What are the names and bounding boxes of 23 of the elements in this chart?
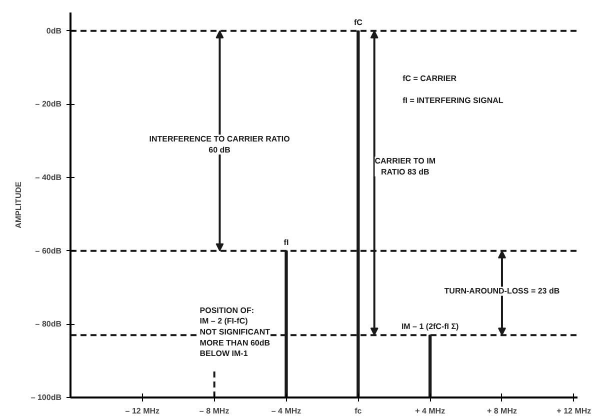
x-tick-label: – 12 MHz: [125, 406, 160, 416]
y-tick-label: 0dB: [46, 26, 62, 36]
y-axis-title: AMPLITUDE: [14, 181, 23, 228]
annotation: fC = CARRIER: [402, 74, 457, 83]
y-tick-label: – 80dB: [35, 320, 62, 329]
x-tick-label: fc: [354, 406, 362, 416]
x-tick-label: + 4 MHz: [415, 406, 446, 416]
x-tick-label: – 8 MHz: [199, 406, 230, 416]
y-tick-label: – 20dB: [35, 100, 62, 109]
data-label: fC: [354, 18, 363, 27]
annotation: CARRIER TO IM RATIO 83 dB: [374, 156, 436, 176]
y-tick-label: – 40dB: [35, 173, 62, 182]
annotation: INTERFERENCE TO CARRIER RATIO 60 dB: [149, 134, 290, 154]
x-tick-label: – 4 MHz: [271, 406, 302, 416]
annotation: TURN-AROUND-LOSS = 23 dB: [444, 286, 560, 296]
data-label: fI: [284, 238, 289, 247]
y-tick-label: – 100dB: [30, 393, 62, 402]
data-label: IM – 1 (2fC-fI Σ): [401, 322, 460, 332]
x-tick-label: + 8 MHz: [486, 406, 517, 416]
y-tick-label: – 60dB: [35, 246, 62, 256]
annotation: POSITION OF: IM – 2 (FI-fC) NOT SIGNIFICANT MORE THAN 60dB BELOW IM-1: [200, 306, 270, 358]
annotation: fI = INTERFERING SIGNAL: [402, 96, 504, 106]
x-tick-label: + 12 MHz: [556, 406, 592, 416]
